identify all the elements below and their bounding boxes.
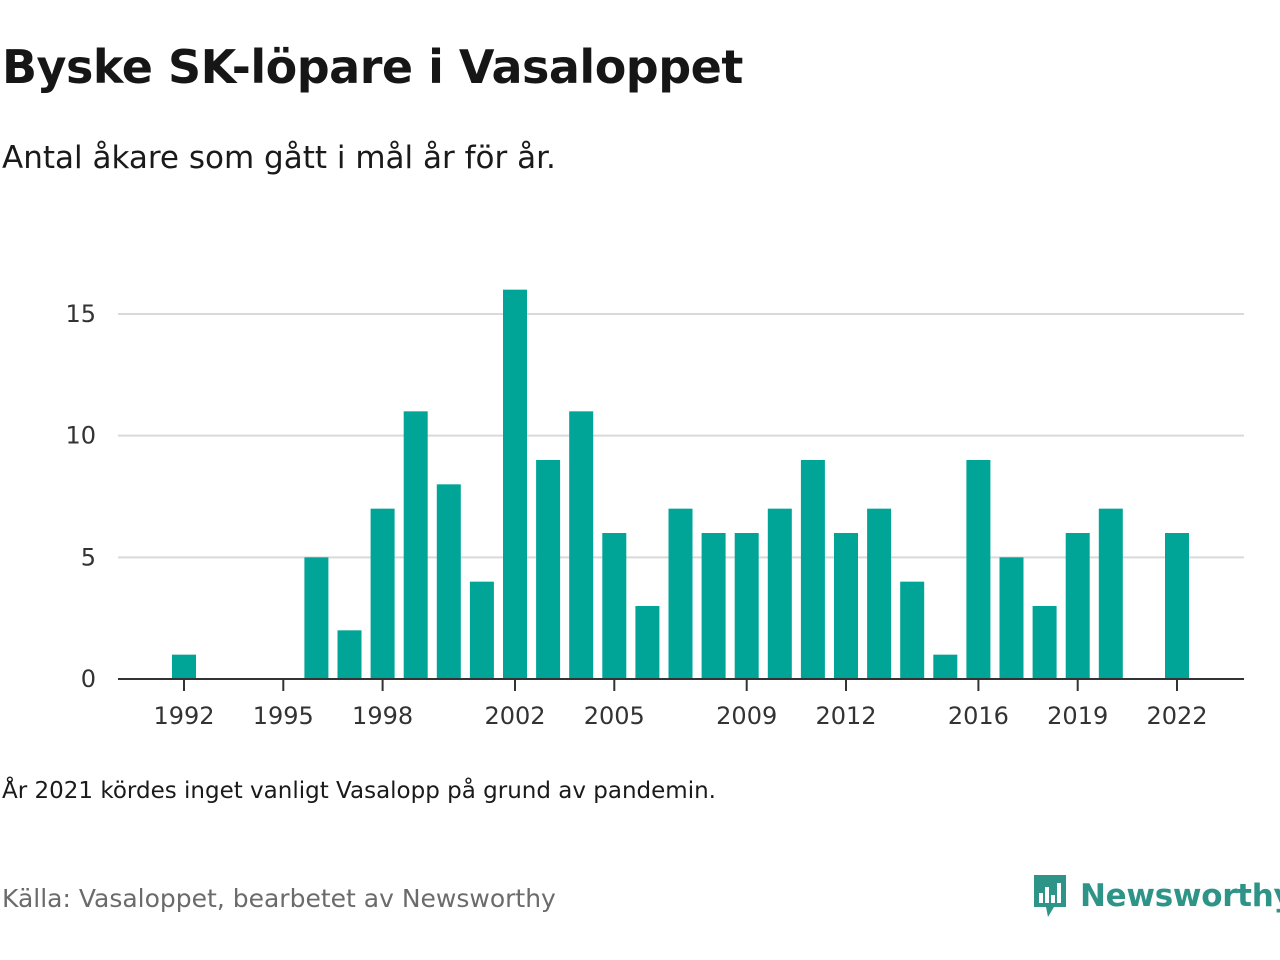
bar-2013[interactable]: [867, 508, 892, 679]
bar-2020[interactable]: [1098, 508, 1123, 679]
y-tick-label: 15: [65, 300, 96, 328]
x-tick-label: 2005: [584, 702, 645, 730]
bar-1999[interactable]: [403, 411, 428, 679]
x-axis-labels: 1992 1995 1998 2002 2005 2009 2012 2016 2019 2022: [153, 702, 1207, 730]
bar-1997[interactable]: [337, 630, 362, 679]
x-tick-label: 1995: [253, 702, 314, 730]
bar-2001[interactable]: [469, 581, 494, 679]
chart-title: Byske SK-löpare i Vasaloppet: [2, 40, 743, 94]
bar-2011[interactable]: [800, 460, 825, 679]
y-tick-label: 0: [81, 665, 96, 693]
bar-2002[interactable]: [503, 289, 527, 679]
bars: [172, 289, 1189, 679]
bar-2005[interactable]: [602, 533, 627, 679]
source-credit: Källa: Vasaloppet, bearbetet av Newswort…: [2, 884, 556, 913]
y-tick-label: 5: [81, 543, 96, 571]
bar-2010[interactable]: [767, 508, 792, 679]
chart-subtitle: Antal åkare som gått i mål år för år.: [2, 140, 556, 176]
bar-2003[interactable]: [536, 460, 561, 679]
x-axis: [118, 678, 1244, 691]
bar-2016[interactable]: [966, 460, 991, 679]
bar-1996[interactable]: [304, 557, 329, 679]
x-tick-label: 2016: [948, 702, 1009, 730]
bar-2007[interactable]: [668, 508, 693, 679]
y-tick-label: 10: [65, 422, 96, 450]
bar-1992[interactable]: [172, 654, 196, 679]
bar-2012[interactable]: [834, 533, 858, 679]
bar-2017[interactable]: [999, 557, 1024, 679]
x-tick-label: 2019: [1047, 702, 1108, 730]
newsworthy-logo[interactable]: Newsworthy: [1030, 871, 1280, 921]
x-tick-label: 2009: [716, 702, 777, 730]
bar-2015[interactable]: [933, 654, 958, 679]
bar-2000[interactable]: [436, 484, 461, 679]
bar-2006[interactable]: [635, 606, 660, 679]
bar-2008[interactable]: [701, 533, 726, 679]
bar-2009[interactable]: [734, 533, 759, 679]
bar-chart: 0 5 10 15 1992 1995 1998 2002 2005 2009 2012 2016 2…: [65, 289, 1244, 730]
y-axis-labels: 0 5 10 15: [65, 300, 96, 693]
bar-1998[interactable]: [370, 508, 395, 679]
x-tick-label: 2012: [815, 702, 876, 730]
x-tick-label: 1998: [352, 702, 413, 730]
bar-2014[interactable]: [900, 581, 925, 679]
newsworthy-logo-icon: [1034, 875, 1066, 917]
bar-2018[interactable]: [1032, 606, 1057, 679]
x-tick-label: 1992: [153, 702, 214, 730]
x-tick-label: 2002: [484, 702, 545, 730]
bar-2019[interactable]: [1065, 533, 1090, 679]
x-tick-label: 2022: [1146, 702, 1207, 730]
bar-2022[interactable]: [1165, 533, 1189, 679]
chart-note: År 2021 kördes inget vanligt Vasalopp på…: [2, 778, 716, 804]
logo-name: Newsworthy: [1080, 878, 1280, 914]
bar-2004[interactable]: [569, 411, 594, 679]
